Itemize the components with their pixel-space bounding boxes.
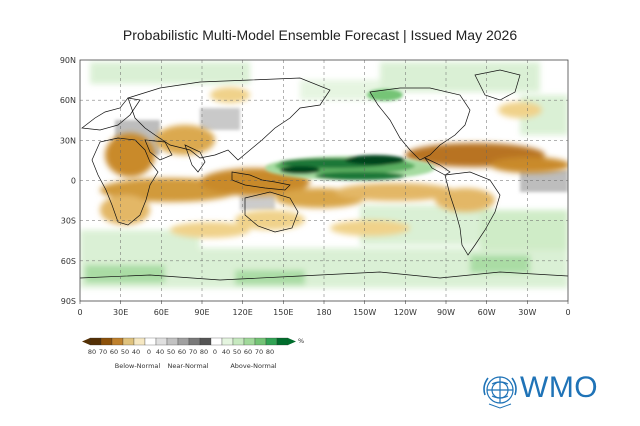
legend-tick-near: 50	[167, 348, 175, 356]
legend-tick-near: 60	[178, 348, 186, 356]
probability-shading	[80, 62, 568, 288]
lon-tick-label: 120E	[233, 308, 253, 317]
lat-tick-label: 60N	[60, 96, 76, 105]
legend-swatch-above	[265, 337, 278, 346]
lon-tick-label: 90E	[194, 308, 209, 317]
longitude-labels: 0 30E 60E 90E 120E 150E 180 150W 120W 90W 60W 30W 0	[77, 301, 571, 317]
legend-tick-above: 70	[255, 348, 263, 356]
legend-swatch-below	[122, 337, 135, 346]
legend-tick-near: 40	[156, 348, 164, 356]
lon-tick-label: 120W	[394, 308, 417, 317]
legend-arrow-left	[82, 338, 90, 345]
legend-arrow-right	[288, 338, 296, 345]
legend-swatch-below	[133, 337, 146, 346]
legend-tick-below: 70	[99, 348, 107, 356]
lon-tick-label: 180	[316, 308, 331, 317]
legend-swatch-near	[177, 337, 190, 346]
wmo-emblem-icon	[483, 376, 517, 409]
lat-tick-label: 0	[71, 177, 76, 186]
lon-tick-label: 30E	[113, 308, 128, 317]
legend-tick-above: 40	[222, 348, 230, 356]
legend-tick-near: 70	[189, 348, 197, 356]
lat-tick-label: 90S	[61, 297, 76, 306]
lon-tick-label: 90W	[437, 308, 455, 317]
legend-swatch-above	[210, 337, 223, 346]
lon-tick-label: 30W	[518, 308, 536, 317]
legend-tick-near: 80	[200, 348, 208, 356]
coastlines	[80, 69, 568, 281]
legend-tick-below: 80	[88, 348, 96, 356]
legend-swatch-near	[199, 337, 212, 346]
legend-swatch-above	[276, 337, 289, 346]
legend-label-above: Above-Normal	[230, 362, 276, 370]
legend-tick-above: 60	[244, 348, 252, 356]
legend-unit: %	[298, 337, 304, 345]
legend-tick-above: 80	[266, 348, 274, 356]
legend-tick-above: 0	[213, 348, 217, 356]
legend-swatch-below	[100, 337, 113, 346]
legend-tick-below: 50	[121, 348, 129, 356]
lon-tick-label: 60W	[478, 308, 496, 317]
legend-tick-below: 60	[110, 348, 118, 356]
legend-swatch-below	[111, 337, 124, 346]
wmo-logo-text: WMO	[520, 371, 599, 404]
legend-tick-near: 0	[147, 348, 151, 356]
legend-swatch-above	[243, 337, 256, 346]
legend-swatch-near	[166, 337, 179, 346]
lon-tick-label: 0	[565, 308, 570, 317]
lat-tick-label: 30N	[60, 136, 76, 145]
lat-tick-label: 90N	[60, 56, 76, 65]
lon-tick-label: 150W	[353, 308, 376, 317]
legend-swatch-below	[89, 337, 102, 346]
lat-tick-label: 30S	[61, 217, 76, 226]
legend-swatch-near	[144, 337, 157, 346]
legend-swatch-above	[221, 337, 234, 346]
lon-tick-label: 60E	[154, 308, 169, 317]
legend-swatch-near	[155, 337, 168, 346]
probability-legend: 80 70 60 50 40 0 40 50 60 70 80 0 40 50 60 70 80%Below-N…	[82, 337, 304, 370]
latitude-labels: 90N 60N 30N 0 30S 60S 90S	[60, 56, 76, 306]
graticule	[80, 60, 568, 301]
lon-tick-label: 0	[77, 308, 82, 317]
legend-label-near: Near-Normal	[168, 362, 209, 370]
legend-tick-below: 40	[132, 348, 140, 356]
legend-label-below: Below-Normal	[115, 362, 161, 370]
map-title: Probabilistic Multi-Model Ensemble Forec…	[122, 27, 518, 43]
lat-tick-label: 60S	[61, 257, 76, 266]
lon-tick-label: 150E	[273, 308, 293, 317]
legend-swatch-near	[188, 337, 201, 346]
legend-swatch-above	[254, 337, 267, 346]
legend-tick-above: 50	[233, 348, 241, 356]
legend-swatch-above	[232, 337, 245, 346]
